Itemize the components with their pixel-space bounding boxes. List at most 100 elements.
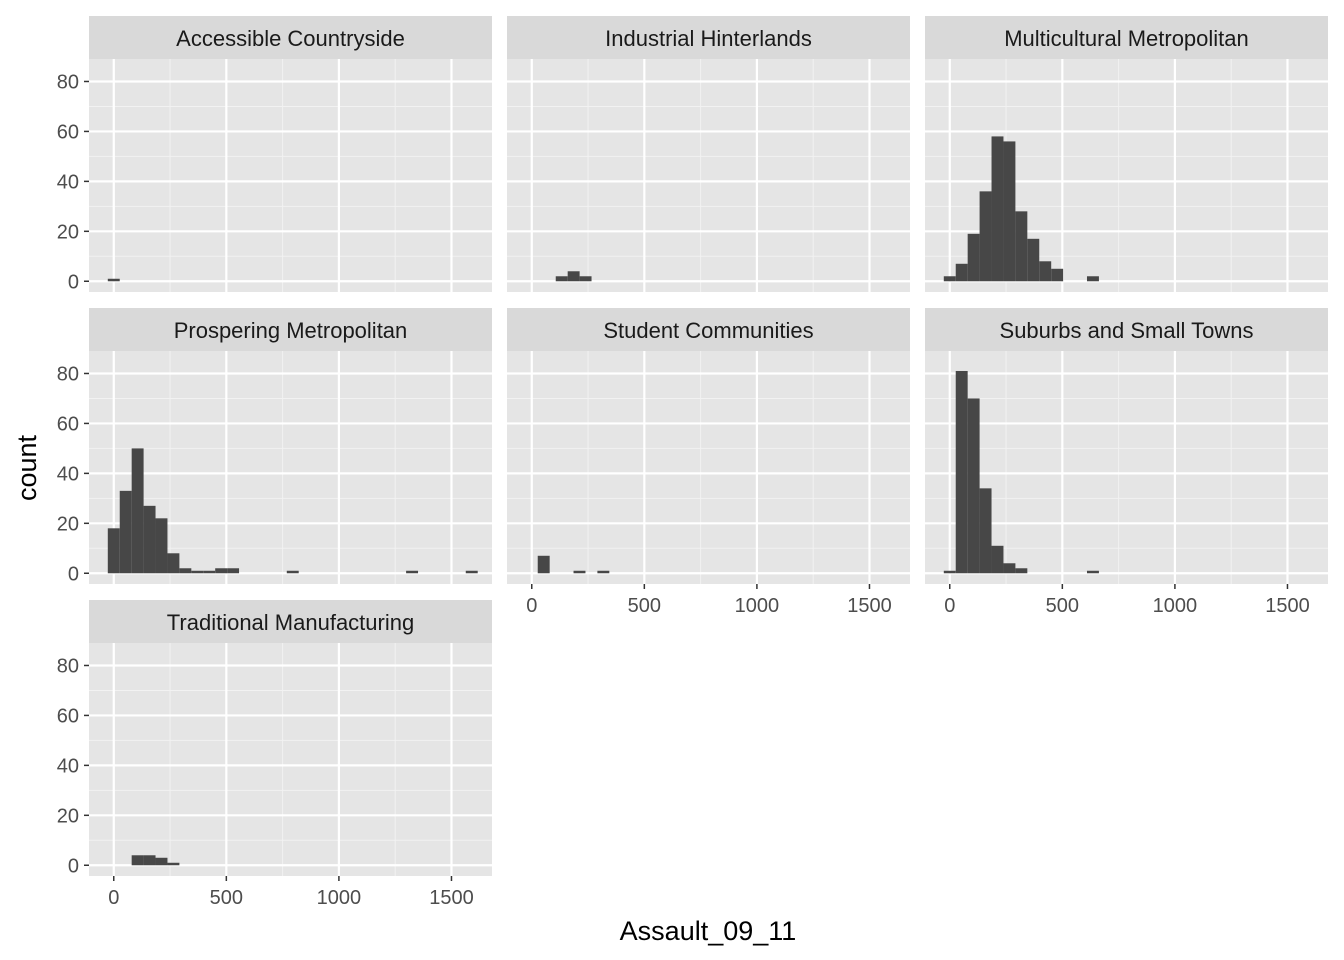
y-tick-label: 20 <box>57 221 79 243</box>
x-tick-label: 1500 <box>429 887 474 909</box>
facet-strip-label: Suburbs and Small Towns <box>1000 318 1254 343</box>
histogram-bar <box>286 570 299 574</box>
facet-strip <box>507 308 910 351</box>
histogram-bar <box>537 555 550 574</box>
histogram-bar <box>167 862 180 866</box>
facet-suburbs-and-small-towns: Suburbs and Small Towns 0 500 1000 1500 <box>925 308 1328 617</box>
facet-strip <box>89 600 492 643</box>
y-tick-label: 60 <box>57 121 79 143</box>
histogram-bar <box>555 276 568 282</box>
histogram-bar <box>991 545 1004 574</box>
facet-industrial-hinterlands: Industrial Hinterlands <box>507 16 910 292</box>
histogram-bar <box>1003 563 1016 574</box>
y-tick-label: 80 <box>57 655 79 677</box>
y-tick-label: 20 <box>57 513 79 535</box>
facet-multicultural-metropolitan: Multicultural Metropolitan <box>925 16 1328 292</box>
facet-panels: Accessible Countryside 0 20 40 60 80 Industria… <box>57 16 1328 909</box>
x-tick-label: 0 <box>526 595 537 617</box>
histogram-bar <box>119 490 132 574</box>
y-tick-label: 0 <box>68 271 79 293</box>
y-tick-label: 40 <box>57 755 79 777</box>
histogram-bar <box>167 553 180 574</box>
facet-strip-label: Student Communities <box>603 318 813 343</box>
histogram-bar <box>143 505 156 574</box>
panel-background <box>925 351 1328 584</box>
histogram-bar <box>1039 261 1052 282</box>
y-tick-label: 0 <box>68 855 79 877</box>
x-tick-label: 0 <box>944 595 955 617</box>
x-tick-label: 500 <box>210 887 243 909</box>
histogram-bar <box>967 233 980 282</box>
x-tick-label: 500 <box>1046 595 1079 617</box>
y-tick-label: 40 <box>57 463 79 485</box>
histogram-bar <box>573 570 586 574</box>
x-axis-title: Assault_09_11 <box>620 916 797 946</box>
facet-student-communities: Student Communities 0 500 1000 1500 <box>507 308 910 617</box>
y-tick-label: 20 <box>57 805 79 827</box>
histogram-bar <box>1003 141 1016 282</box>
x-tick-label: 1500 <box>847 595 892 617</box>
histogram-bar <box>1015 568 1028 574</box>
facet-strip <box>925 308 1328 351</box>
facet-strip <box>925 16 1328 59</box>
histogram-bar <box>955 370 968 574</box>
histogram-bar <box>107 528 120 574</box>
panel-background <box>89 59 492 292</box>
histogram-bar <box>579 276 592 282</box>
facet-strip-label: Accessible Countryside <box>176 26 405 51</box>
facet-strip <box>89 16 492 59</box>
histogram-bar <box>107 278 120 282</box>
histogram-bar <box>597 570 610 574</box>
y-tick-label: 60 <box>57 413 79 435</box>
histogram-bar <box>465 570 478 574</box>
facet-strip <box>507 16 910 59</box>
histogram-bar <box>567 271 580 282</box>
panel-background <box>89 643 492 876</box>
histogram-bar <box>155 518 168 574</box>
y-tick-label: 60 <box>57 705 79 727</box>
y-axis-title: count <box>12 434 42 501</box>
y-tick-label: 80 <box>57 71 79 93</box>
x-tick-label: 500 <box>628 595 661 617</box>
x-tick-label: 1500 <box>1265 595 1310 617</box>
panel-background <box>507 351 910 584</box>
histogram-bar <box>1051 268 1064 282</box>
facet-strip-label: Industrial Hinterlands <box>605 26 812 51</box>
x-tick-label: 1000 <box>735 595 780 617</box>
histogram-bar <box>1086 276 1099 282</box>
histogram-bar <box>979 191 992 282</box>
histogram-bar <box>227 568 240 574</box>
histogram-bar <box>179 568 192 574</box>
histogram-bar <box>955 263 968 282</box>
y-tick-label: 40 <box>57 171 79 193</box>
histogram-bar <box>131 448 144 574</box>
histogram-bar <box>967 398 980 574</box>
histogram-bar <box>1086 570 1099 574</box>
histogram-bar <box>143 855 156 866</box>
histogram-bar <box>215 568 228 574</box>
histogram-bar <box>406 570 419 574</box>
histogram-bar <box>155 857 168 866</box>
histogram-bar <box>943 276 956 282</box>
facet-strip-label: Prospering Metropolitan <box>174 318 408 343</box>
facet-strip <box>89 308 492 351</box>
y-tick-label: 80 <box>57 363 79 385</box>
histogram-bar <box>991 136 1004 282</box>
histogram-bar <box>1027 238 1040 282</box>
histogram-bar <box>203 570 216 574</box>
y-tick-label: 0 <box>68 563 79 585</box>
x-tick-label: 1000 <box>1153 595 1198 617</box>
facet-strip-label: Traditional Manufacturing <box>167 610 414 635</box>
histogram-bar <box>131 855 144 866</box>
panel-background <box>507 59 910 292</box>
facet-traditional-manufacturing: Traditional Manufacturing 0 20 40 60 80 0 500 10… <box>57 600 492 909</box>
facet-strip-label: Multicultural Metropolitan <box>1004 26 1249 51</box>
histogram-bar <box>1015 211 1028 282</box>
facet-prospering-metropolitan: Prospering Metropolitan 0 20 40 60 80 <box>57 308 492 585</box>
x-tick-label: 1000 <box>317 887 362 909</box>
facet-accessible-countryside: Accessible Countryside 0 20 40 60 80 <box>57 16 492 293</box>
x-tick-label: 0 <box>108 887 119 909</box>
histogram-bar <box>191 570 204 574</box>
histogram-bar <box>979 488 992 574</box>
